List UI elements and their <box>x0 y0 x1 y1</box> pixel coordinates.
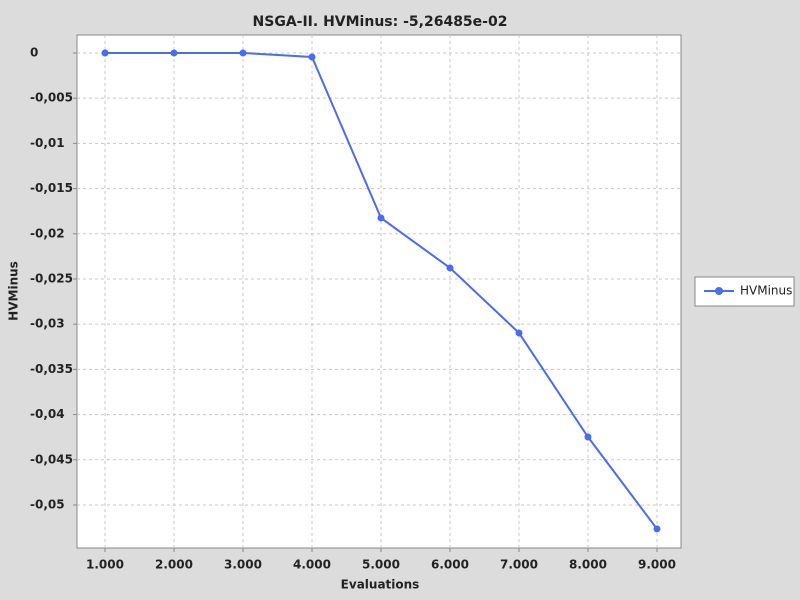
x-tick-label: 2.000 <box>155 558 193 572</box>
x-tick-label: 3.000 <box>224 558 262 572</box>
x-tick-label: 8.000 <box>569 558 607 572</box>
x-tick-label: 6.000 <box>431 558 469 572</box>
x-tick-label: 9.000 <box>638 558 676 572</box>
legend-label: HVMinus <box>740 284 792 298</box>
x-axis-label: Evaluations <box>341 578 420 592</box>
y-tick-label: 0 <box>30 45 38 59</box>
data-point <box>653 525 661 533</box>
legend-marker <box>715 287 723 295</box>
chart-title: NSGA-II. HVMinus: -5,26485e-02 <box>253 14 508 30</box>
y-axis-label: HVMinus <box>7 261 21 321</box>
data-point <box>377 214 385 222</box>
data-point <box>308 53 316 61</box>
y-tick-label: -0,05 <box>30 497 65 511</box>
y-tick-label: -0,005 <box>30 91 73 105</box>
x-tick-label: 4.000 <box>293 558 331 572</box>
data-point <box>239 49 247 57</box>
y-tick-label: -0,02 <box>30 226 65 240</box>
y-tick-label: -0,045 <box>30 452 73 466</box>
y-tick-label: -0,04 <box>30 407 65 421</box>
data-point <box>446 264 454 272</box>
x-tick-label: 5.000 <box>362 558 400 572</box>
data-point <box>101 49 109 57</box>
y-tick-label: -0,015 <box>30 181 73 195</box>
data-point <box>170 49 178 57</box>
data-point <box>584 433 592 441</box>
y-tick-label: -0,025 <box>30 271 73 285</box>
y-tick-label: -0,03 <box>30 317 65 331</box>
x-tick-label: 1.000 <box>86 558 124 572</box>
y-tick-label: -0,01 <box>30 136 65 150</box>
plot-area <box>76 34 682 549</box>
y-tick-label: -0,035 <box>30 362 73 376</box>
x-tick-label: 7.000 <box>500 558 538 572</box>
data-point <box>515 329 523 337</box>
